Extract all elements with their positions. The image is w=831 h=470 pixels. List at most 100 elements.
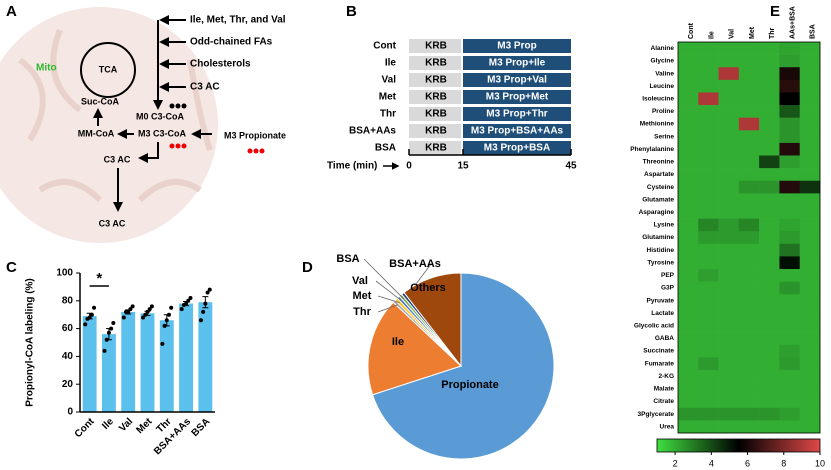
heatmap-cell — [779, 256, 801, 270]
krb-box — [409, 107, 461, 121]
heatmap-cell — [678, 54, 699, 68]
heatmap-cell — [759, 92, 780, 106]
y-tick-label: 0 — [67, 407, 73, 418]
heatmap-cell — [759, 369, 780, 383]
heatmap-cell — [698, 306, 719, 320]
data-point — [207, 287, 212, 292]
heatmap-cell — [698, 67, 719, 81]
row-label: Serine — [654, 133, 674, 140]
heatmap-cell — [718, 142, 740, 156]
heatmap-cell — [738, 130, 760, 144]
heatmap-cell — [799, 382, 821, 396]
heatmap-cell — [779, 269, 801, 282]
heatmap-cell — [759, 344, 780, 358]
row-label: G3P — [661, 285, 675, 292]
heatmap-cell — [799, 105, 821, 118]
heatmap-cell — [779, 319, 801, 333]
heatmap-cell — [738, 369, 760, 383]
treatment-box — [463, 39, 571, 53]
colorbar-tick-label: 2 — [673, 458, 678, 468]
panel-letter: B — [346, 3, 357, 20]
heatmap-cell — [779, 231, 801, 245]
slice-label: BSA — [336, 253, 359, 265]
heatmap-cell — [698, 420, 719, 434]
heatmap-cell — [738, 420, 760, 434]
heatmap-cell — [718, 382, 740, 396]
heatmap-cell — [678, 420, 699, 434]
heatmap-cell — [698, 319, 719, 333]
heatmap-cell — [779, 168, 801, 182]
heatmap-cell — [698, 269, 719, 282]
krb-label: KRB — [425, 75, 447, 86]
data-point — [186, 298, 191, 303]
node: MM-CoA — [78, 128, 115, 138]
krb-label: KRB — [425, 143, 447, 154]
heatmap-cell — [799, 420, 821, 434]
heatmap-cell — [738, 168, 760, 182]
heatmap-cell — [698, 382, 719, 396]
heatmap-cell — [799, 294, 821, 308]
heatmap-cell — [738, 79, 760, 93]
label-dots — [169, 103, 265, 154]
leader-line — [363, 258, 405, 300]
heatmap-cell — [738, 407, 760, 421]
heatmap-cell — [678, 92, 699, 106]
heatmap-cell — [738, 180, 760, 194]
compartment-label: Mito — [36, 63, 57, 74]
heatmap-cell — [718, 205, 740, 219]
heatmap-cell — [738, 105, 760, 118]
heatmap-cell — [678, 281, 699, 295]
heatmap-cell — [718, 54, 740, 68]
x-tick-label: BSA+AAs — [152, 416, 193, 457]
heatmap-cell — [799, 344, 821, 358]
heatmap-cell — [718, 231, 740, 245]
row-label: Malate — [654, 386, 675, 393]
time-label: Time (min) — [327, 161, 377, 172]
heatmap-cell — [759, 281, 780, 295]
data-point — [201, 309, 206, 314]
heatmap-cell — [678, 180, 699, 194]
heatmap-cell — [718, 256, 740, 270]
heatmap-cell — [678, 168, 699, 182]
heatmap-cell — [759, 231, 780, 245]
data-point — [147, 307, 152, 312]
heatmap-cell — [759, 67, 780, 81]
heatmap-cell — [678, 344, 699, 358]
heatmap-cell — [759, 382, 780, 396]
treatment-label: M3 Prop+BSA — [484, 143, 550, 154]
treatment-label: M3 Prop+Met — [486, 92, 549, 103]
slice-label: Met — [353, 290, 372, 302]
heatmap-cell — [698, 218, 719, 232]
row-label: Threonine — [643, 159, 675, 166]
heatmap-cell — [738, 218, 760, 232]
heatmap-cell — [698, 332, 719, 346]
data-point — [121, 315, 126, 320]
colorbar — [656, 438, 821, 453]
row-label: Isoleucine — [642, 95, 674, 102]
heatmap-cell — [779, 332, 801, 346]
heatmap-cell — [738, 54, 760, 68]
heatmap-cell — [799, 269, 821, 282]
heatmap-cell — [738, 205, 760, 219]
heatmap-cell — [698, 231, 719, 245]
heatmap-cell — [718, 218, 740, 232]
krb-box — [409, 124, 461, 138]
heatmap-cell — [738, 193, 760, 207]
cycle-label: TCA — [99, 64, 118, 74]
data-point — [111, 321, 116, 326]
colorbar-tick-label: 8 — [781, 458, 786, 468]
colorbar-tick-label: 6 — [745, 458, 750, 468]
heatmap-cell — [799, 54, 821, 68]
arrows — [93, 15, 212, 212]
heatmap-cell — [678, 332, 699, 346]
heatmap-cell — [779, 395, 801, 409]
heatmap-cell — [718, 79, 740, 93]
heatmap-cell — [678, 306, 699, 320]
heatmap-cell — [779, 407, 801, 421]
heatmap-cell — [799, 332, 821, 346]
slice-label: Ile — [392, 336, 404, 348]
heatmap-cell — [759, 319, 780, 333]
slice-label: Thr — [353, 306, 371, 318]
row-label: Glycine — [651, 58, 675, 65]
heatmap-cell — [698, 168, 719, 182]
